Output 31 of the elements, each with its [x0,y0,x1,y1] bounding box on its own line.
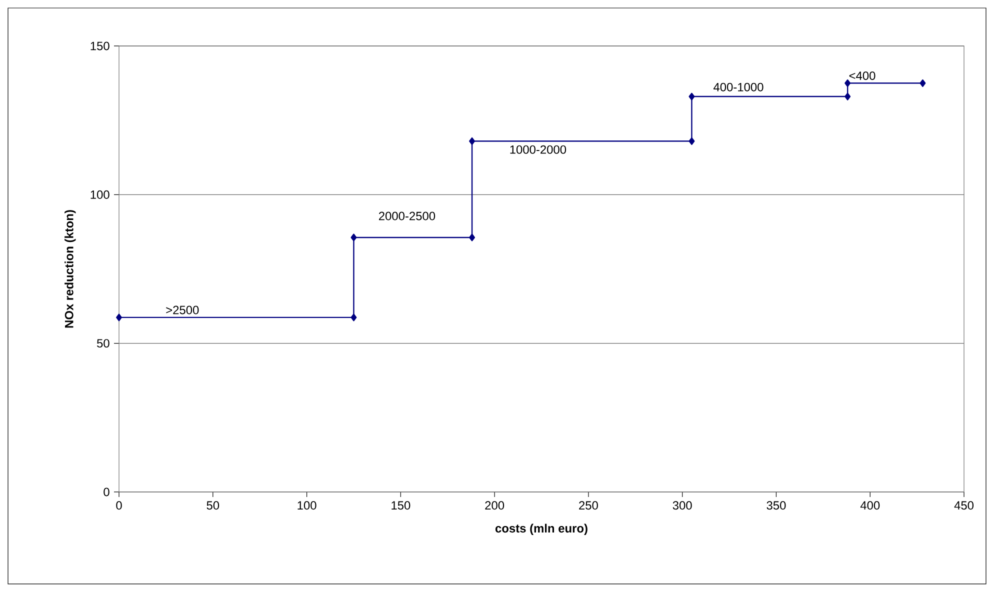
annotation: <400 [849,71,876,80]
point [844,79,851,87]
y-axis-title: NOx reduction (kton) [64,210,76,328]
x-tick-label: 200 [485,501,504,510]
annotation: 2000-2500 [378,212,436,220]
x-tick-label: 250 [579,501,598,510]
x-tick-label: 150 [392,501,410,510]
x-axis-title: costs (mln euro) [495,524,588,535]
x-tick-label: 400 [860,501,880,510]
point [920,79,926,87]
point [844,92,851,100]
annotation: 1000-2000 [510,145,566,154]
y-tick-label: 100 [90,190,110,199]
annotation: 400-1000 [714,82,764,92]
point [469,137,476,145]
y-tick-label: 50 [97,339,110,348]
x-tick-label: 50 [206,501,220,510]
annotation: >2500 [166,306,199,314]
point [688,92,695,100]
point [688,137,695,145]
y-tick-label: 0 [104,488,110,496]
x-tick-label: 300 [672,501,692,510]
point [350,314,357,322]
x-tick-label: 350 [766,501,786,510]
x-tick-label: 100 [298,501,316,510]
y-tick-label: 150 [90,42,110,50]
point [116,314,122,322]
point [350,234,357,242]
x-tick-label: 0 [116,501,122,510]
point [469,234,476,242]
x-tick-label: 450 [954,501,974,510]
